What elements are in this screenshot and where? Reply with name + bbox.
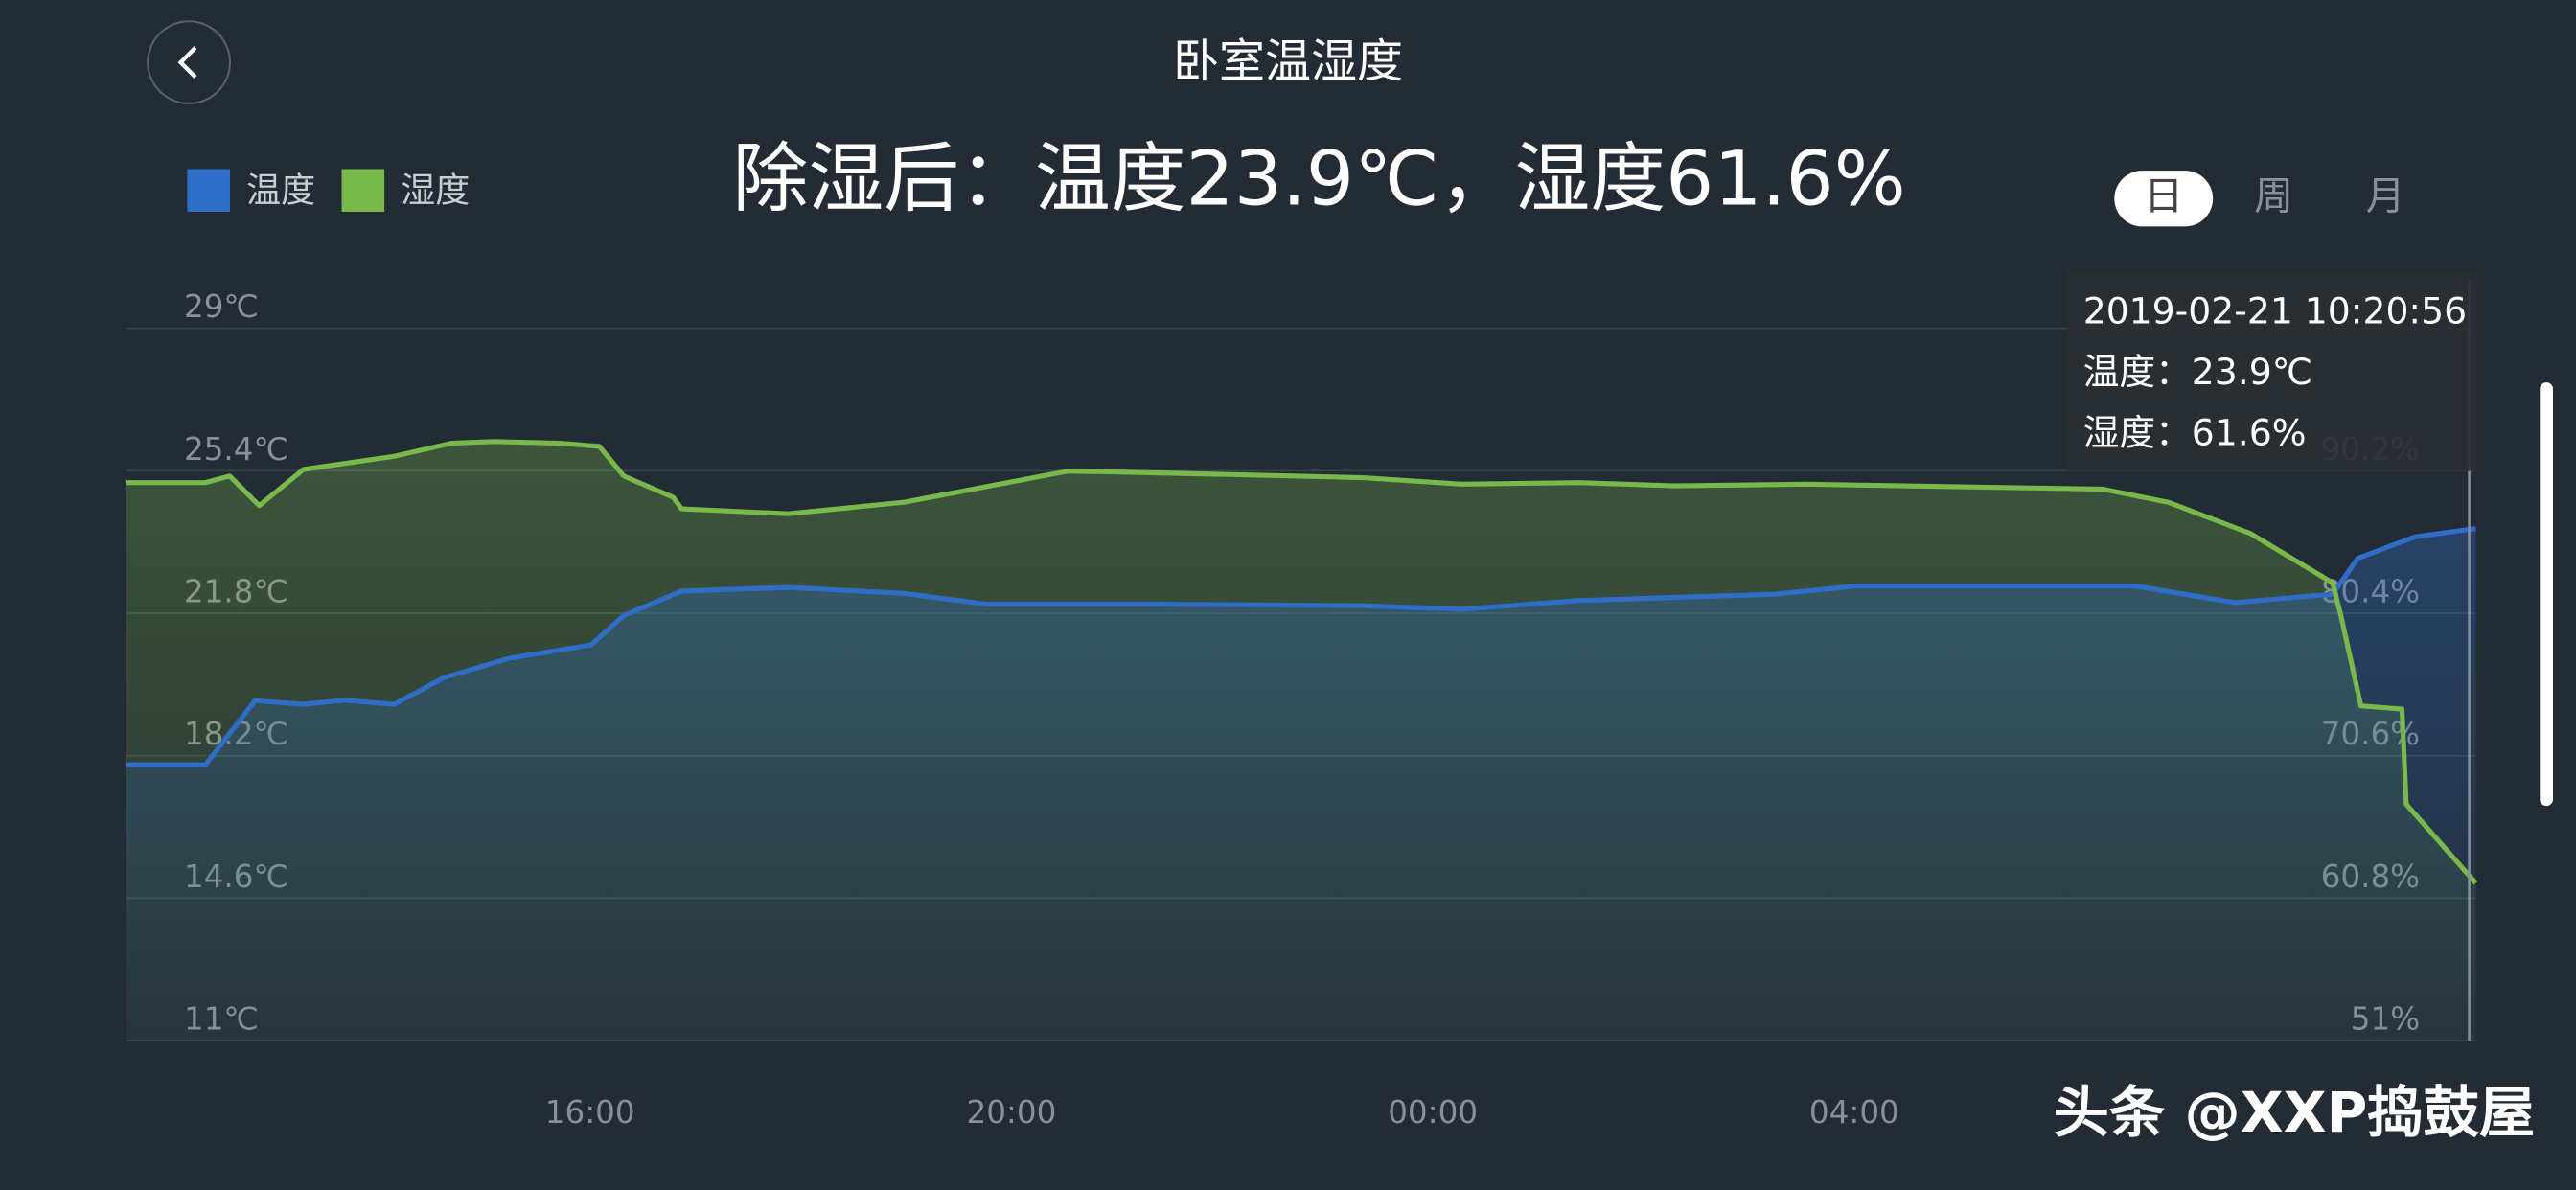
back-arrow bbox=[177, 46, 197, 80]
tab[interactable]: 周 bbox=[2254, 172, 2293, 218]
back-button[interactable] bbox=[147, 20, 232, 104]
summary: 除湿后：温度23.9℃，湿度61.6% bbox=[733, 134, 1906, 222]
x-tick-label: 16:00 bbox=[545, 1094, 635, 1131]
scrollbar[interactable] bbox=[2540, 382, 2553, 807]
tooltip-box bbox=[2066, 270, 2478, 471]
y-tick-label: 29℃ bbox=[184, 288, 259, 325]
line bbox=[126, 526, 2476, 767]
tab-selected-bg bbox=[2114, 171, 2214, 227]
legend: 温度 湿度 bbox=[187, 169, 470, 212]
y-tick-label: 25.4℃ bbox=[184, 431, 288, 468]
tab[interactable]: 月 bbox=[2366, 172, 2405, 218]
line bbox=[126, 439, 2478, 885]
tooltip-time: 2019-02-21 10:20:56 bbox=[2083, 290, 2467, 332]
tab[interactable]: 日 bbox=[2144, 172, 2183, 218]
legend-swatch bbox=[341, 169, 385, 212]
area bbox=[126, 528, 2476, 1041]
tooltip-line: 温度：23.9℃ bbox=[2083, 351, 2312, 393]
x-tick-label: 00:00 bbox=[1388, 1094, 1478, 1131]
legend-swatch bbox=[187, 169, 230, 212]
back-circle bbox=[147, 20, 232, 104]
x-tick-label: 20:00 bbox=[966, 1094, 1056, 1131]
watermark: 头条 @XXP捣鼓屋 bbox=[2054, 1080, 2535, 1145]
page-title: 卧室温湿度 bbox=[1173, 34, 1403, 88]
tooltip-line: 湿度：61.6% bbox=[2083, 411, 2307, 453]
legend-label: 温度 bbox=[246, 171, 315, 210]
plot: 11℃14.6℃18.2℃21.8℃25.4℃29℃51%60.8%70.6%8… bbox=[126, 288, 2478, 1131]
legend-label: 湿度 bbox=[401, 171, 470, 210]
x-tick-label: 04:00 bbox=[1809, 1094, 1899, 1131]
